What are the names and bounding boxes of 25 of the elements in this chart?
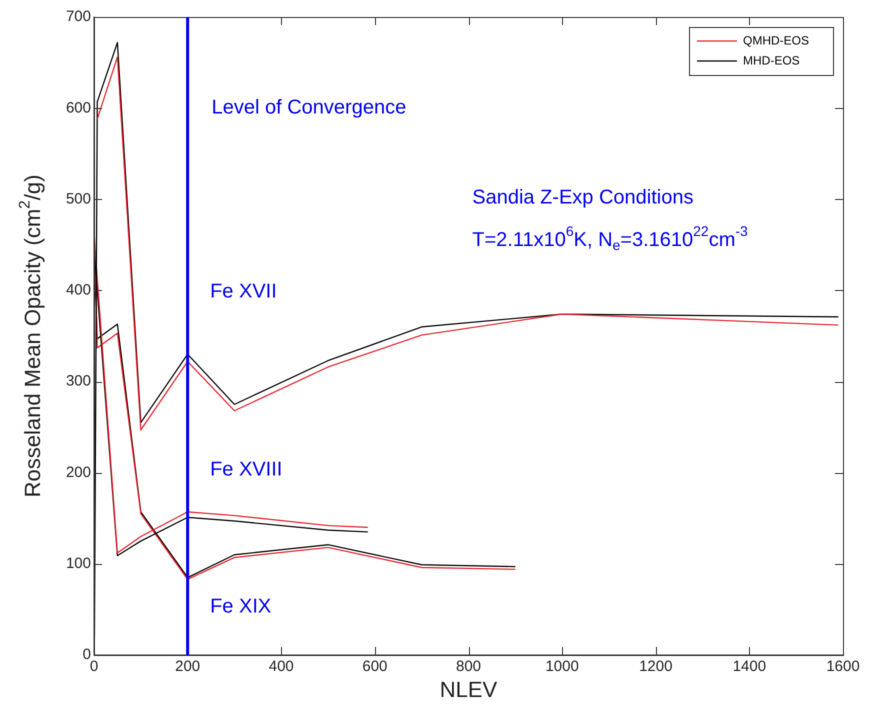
annotation: Sandia Z-Exp Conditions [472,186,694,209]
y-tick-label: 400 [66,282,91,299]
y-tick-label: 600 [66,99,91,116]
x-tick-label: 1200 [639,658,672,676]
x-tick-label: 1000 [545,658,579,676]
legend-label: MHD-EOS [743,53,800,68]
y-tick-label: 200 [66,464,91,481]
legend-label: QMHD-EOS [743,33,809,48]
y-tick-label: 300 [66,372,91,390]
y-tick-label: 0 [82,646,91,664]
ref-line-label: Level of Convergence [212,96,406,119]
x-tick-label: 600 [362,658,388,676]
annotation: Fe XIX [210,596,272,618]
y-tick-label: 500 [66,190,91,208]
annotation: Fe XVII [210,280,277,302]
y-tick-label: 100 [66,555,91,572]
annotation: Fe XVIII [210,458,282,480]
x-tick-label: 200 [175,658,200,676]
y-axis-title: Rosseland Mean Opacity (cm2/g) [16,174,46,498]
x-axis-title: NLEV [440,677,498,702]
x-tick-label: 800 [456,658,482,676]
x-tick-label: 1600 [826,658,860,676]
y-tick-label: 700 [66,8,91,26]
x-tick-label: 400 [268,658,294,676]
x-tick-label: 1400 [732,658,766,676]
